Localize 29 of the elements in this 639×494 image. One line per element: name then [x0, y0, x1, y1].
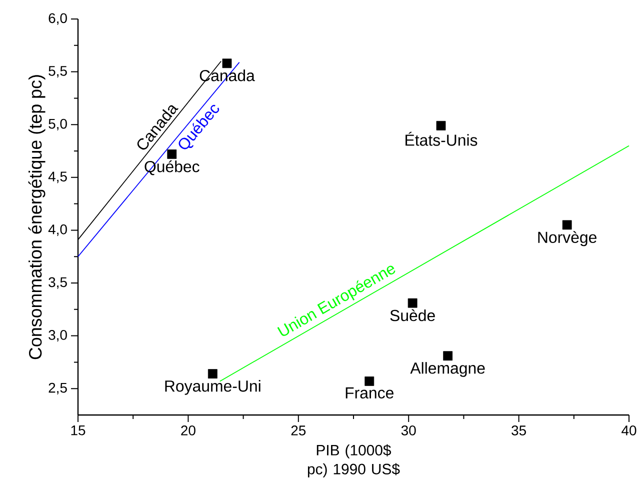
annotation: France [346, 387, 394, 399]
point [443, 351, 453, 361]
x-tick-label: 25 [291, 426, 306, 436]
y-tick-label: 3,0 [48, 330, 67, 342]
y-tick-label: 4,0 [48, 224, 67, 236]
x-tick-label: 35 [512, 426, 526, 436]
y-tick-label: 5,5 [48, 66, 67, 78]
annotation: États-Unis [406, 132, 478, 146]
point [408, 298, 418, 308]
point [167, 149, 177, 159]
point [436, 120, 446, 130]
x-axis-title: PIB (1000$ pc) 1990 US$ [308, 444, 400, 478]
y-tick-label: 3,5 [48, 277, 67, 289]
point [222, 58, 232, 68]
x-tick-label: 30 [401, 426, 416, 436]
y-tick-label: 4,5 [48, 172, 67, 184]
y-axis-title: Consommation énergétique (tep pc) [28, 75, 46, 360]
point [208, 369, 218, 379]
y-tick-label: 2,5 [48, 382, 67, 394]
x-tick-label: 40 [622, 426, 636, 436]
annotation: Royaume-Uni [165, 380, 260, 395]
annotation: Norvège [538, 231, 596, 246]
annotation: Allemagne [410, 362, 485, 377]
y-tick-label: 6,0 [48, 13, 67, 25]
point [364, 376, 374, 386]
point [562, 220, 572, 230]
x-tick-label: 15 [71, 426, 86, 436]
x-tick-label: 20 [181, 426, 196, 436]
y-tick-label: 5,0 [48, 118, 67, 130]
